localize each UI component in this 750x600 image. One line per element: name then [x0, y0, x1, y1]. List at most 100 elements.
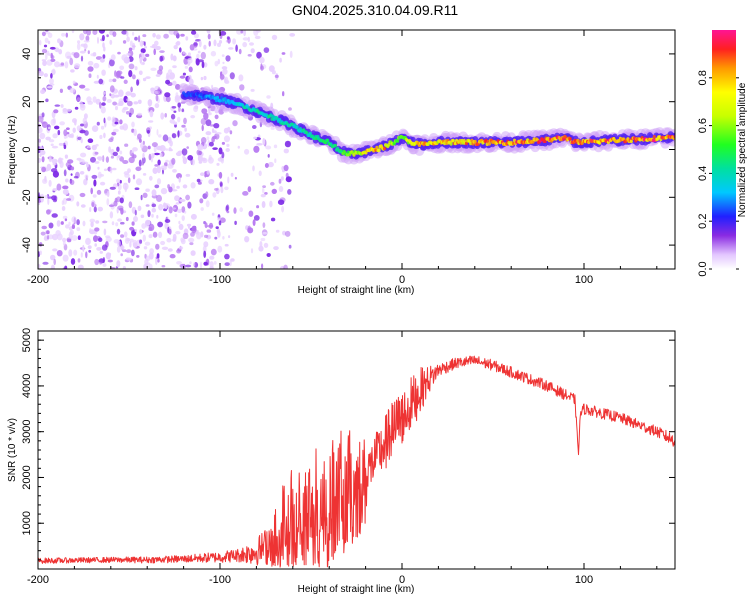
- spectrogram-noise-cell: [70, 173, 73, 176]
- spectrogram-noise-cell: [262, 185, 266, 189]
- spectrogram-noise-cell: [168, 206, 173, 214]
- spectrogram-noise-cell: [287, 189, 292, 195]
- spectrogram-noise-cell: [142, 173, 147, 176]
- spectrogram-noise-cell: [172, 80, 177, 86]
- spectrogram-noise-cell: [99, 58, 105, 63]
- spectrogram-noise-cell: [62, 185, 69, 190]
- spectrogram-noise-cell: [159, 50, 165, 53]
- spectrogram-noise-cell: [141, 156, 146, 164]
- spectrogram-noise-cell: [110, 155, 114, 159]
- spectrogram-noise-cell: [102, 263, 107, 267]
- spectrogram-noise-cell: [199, 198, 204, 204]
- spectrogram-noise-cell: [54, 125, 60, 130]
- spectrogram-noise-cell: [184, 132, 191, 138]
- spectrogram-noise-cell: [116, 146, 120, 152]
- spectrogram-noise-cell: [113, 183, 118, 188]
- spectrogram-noise-cell: [214, 188, 219, 191]
- spectrogram-noise-cell: [233, 207, 237, 214]
- spectrogram-noise-cell: [217, 217, 221, 221]
- spectrogram-noise-cell: [132, 242, 138, 248]
- spectrogram-noise-cell: [79, 50, 86, 54]
- spectrogram-noise-cell: [180, 33, 185, 37]
- spectrogram-noise-cell: [198, 40, 202, 48]
- spectrogram-noise-cell: [77, 264, 84, 269]
- spectrogram-noise-cell: [283, 164, 289, 172]
- spectrogram-noise-cell: [87, 50, 90, 55]
- spectrogram-noise-cell: [179, 47, 182, 53]
- spectrogram-noise-cell: [165, 159, 169, 163]
- spectrogram-noise-cell: [226, 143, 230, 147]
- spectrogram-noise-cell: [62, 237, 67, 243]
- spectrogram-noise-cell: [242, 37, 249, 41]
- spectrogram-noise-cell: [125, 91, 132, 96]
- spectrogram-noise-cell: [150, 153, 155, 158]
- spectrogram-noise-cell: [126, 98, 130, 102]
- spectrogram-noise-cell: [122, 160, 129, 164]
- spectrogram-noise-cell: [80, 204, 86, 208]
- spectrogram-noise-cell: [182, 72, 186, 76]
- spectrogram-noise-cell: [271, 188, 277, 194]
- spectrogram-noise-cell: [256, 51, 262, 59]
- snr-y-tick-label: 3000: [21, 419, 33, 443]
- spectrogram-noise-cell: [68, 231, 73, 239]
- spectrogram-noise-cell: [77, 235, 81, 240]
- spectrogram-noise-cell: [142, 34, 147, 38]
- spectrogram-noise-cell: [131, 221, 135, 226]
- spectrogram-noise-cell: [256, 205, 260, 209]
- spectrogram-noise-cell: [128, 47, 133, 51]
- spectrogram-noise-cell: [43, 73, 49, 78]
- spectrogram-noise-cell: [142, 152, 145, 159]
- spectrogram-noise-cell: [253, 136, 257, 140]
- spectrogram-noise-cell: [189, 242, 194, 246]
- spectrogram-noise-cell: [109, 39, 113, 45]
- spectrogram-noise-cell: [205, 131, 212, 136]
- spectrogram-noise-cell: [164, 113, 167, 118]
- spectrogram-noise-cell: [210, 50, 217, 57]
- spectrogram-noise-cell: [172, 169, 177, 173]
- spectrogram-noise-cell: [40, 231, 46, 236]
- spectrogram-noise-cell: [198, 160, 203, 164]
- spectrogram-ridge-cell: [629, 139, 633, 144]
- spectrogram-noise-cell: [50, 143, 54, 147]
- spectrogram-noise-cell: [258, 245, 264, 252]
- spectrogram-noise-cell: [154, 152, 160, 156]
- spectrogram-noise-cell: [58, 142, 64, 146]
- spectrogram-noise-cell: [76, 97, 81, 102]
- spectrogram-noise-cell: [222, 61, 225, 65]
- spectrogram-noise-cell: [170, 113, 176, 120]
- spectrogram-noise-cell: [93, 62, 100, 69]
- spectrogram-noise-cell: [103, 168, 108, 172]
- spectrogram-noise-cell: [225, 148, 230, 152]
- spectrogram-noise-cell: [42, 261, 49, 265]
- spectrogram-noise-cell: [51, 145, 59, 149]
- spectrogram-noise-cell: [281, 205, 285, 213]
- spectrogram-noise-cell: [57, 130, 61, 136]
- spectrogram-noise-cell: [208, 179, 215, 185]
- spectrogram-noise-cell: [223, 135, 231, 143]
- spectrogram-noise-cell: [119, 156, 124, 162]
- spectrogram-noise-cell: [80, 55, 84, 62]
- spectrogram-noise-cell: [82, 220, 86, 227]
- spectrogram-noise-cell: [215, 132, 222, 135]
- spectrogram-noise-cell: [214, 114, 219, 120]
- spectrogram-noise-cell: [137, 112, 143, 116]
- spectrogram-noise-cell: [59, 88, 64, 94]
- spectrogram-noise-cell: [177, 102, 181, 108]
- spectrogram-noise-cell: [261, 187, 265, 194]
- spectrogram-noise-cell: [61, 200, 65, 206]
- spectrogram-noise-cell: [203, 44, 207, 50]
- spectrogram-noise-cell: [47, 40, 51, 45]
- spectrogram-noise-cell: [177, 130, 180, 138]
- spectrogram-noise-cell: [63, 129, 68, 137]
- spectrogram-noise-cell: [62, 189, 69, 195]
- spectrogram-noise-cell: [47, 234, 54, 240]
- spectrogram-noise-cell: [156, 145, 163, 151]
- spectrogram-noise-cell: [187, 57, 193, 64]
- spectrogram-noise-cell: [60, 221, 64, 225]
- spectrogram-noise-cell: [46, 235, 50, 240]
- spectrogram-noise-cell: [46, 209, 51, 215]
- spectrogram-noise-cell: [262, 138, 266, 146]
- spectrogram-noise-cell: [215, 226, 219, 230]
- spectrogram-noise-cell: [106, 99, 112, 103]
